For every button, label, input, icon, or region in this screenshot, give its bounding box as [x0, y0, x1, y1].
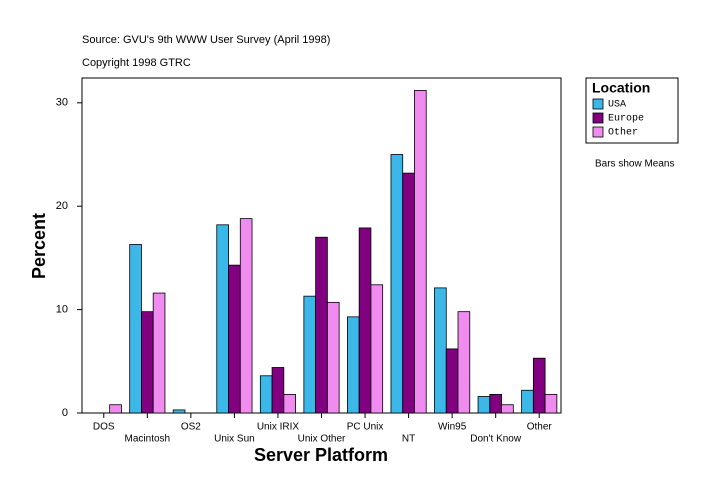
bar — [228, 264, 241, 414]
bar — [532, 357, 546, 414]
legend-swatch — [592, 98, 604, 110]
bar — [326, 301, 340, 414]
bar — [152, 292, 166, 414]
x-tick-label: Win95 — [438, 422, 467, 433]
x-tick-label: PC Unix — [347, 422, 384, 433]
bar — [457, 311, 471, 414]
bar — [239, 218, 253, 414]
legend-label: Europe — [608, 114, 644, 125]
bar — [489, 393, 502, 414]
bar — [370, 284, 384, 414]
bar — [445, 348, 459, 414]
bar — [347, 316, 360, 414]
x-tick-label: Other — [527, 422, 553, 433]
legend-swatch — [592, 126, 604, 138]
bar — [271, 367, 285, 414]
legend-title: Location — [592, 80, 650, 96]
y-tick-label: 30 — [56, 97, 68, 109]
legend-swatch — [592, 112, 604, 124]
bar — [129, 244, 142, 414]
x-tick-label: DOS — [93, 422, 115, 433]
x-tick-label: Unix Other — [298, 434, 346, 445]
x-tick-label: OS2 — [181, 422, 201, 433]
x-tick-label: Macintosh — [125, 434, 171, 445]
x-axis-label: Server Platform — [254, 445, 388, 465]
bar — [390, 154, 404, 414]
bar — [402, 172, 415, 414]
x-tick-label: Unix Sun — [214, 434, 255, 445]
bar — [141, 311, 154, 414]
bar — [172, 409, 186, 414]
bar — [259, 375, 273, 414]
y-tick-label: 10 — [56, 304, 68, 316]
bar — [477, 396, 491, 414]
y-axis-label: Percent — [29, 213, 49, 279]
bar — [216, 224, 229, 414]
bar — [109, 404, 122, 414]
chart-subtitle: Copyright 1998 GTRC — [82, 57, 191, 69]
bar — [521, 389, 534, 414]
x-tick-label: Unix IRIX — [257, 422, 300, 433]
bar — [315, 236, 328, 414]
annotation: Bars show Means — [595, 159, 674, 170]
bar — [358, 227, 372, 414]
legend-label: USA — [608, 100, 626, 111]
bar — [283, 393, 296, 414]
bar — [303, 295, 317, 414]
bar — [501, 404, 514, 414]
y-tick-label: 20 — [56, 200, 68, 212]
legend-label: Other — [608, 127, 638, 139]
chart-title: Source: GVU's 9th WWW User Survey (April… — [82, 34, 330, 46]
y-tick-label: 0 — [62, 407, 68, 419]
bar — [544, 393, 558, 414]
x-tick-label: Don't Know — [470, 434, 522, 445]
x-tick-label: NT — [402, 434, 415, 445]
bar — [414, 90, 427, 414]
bar — [434, 287, 447, 414]
